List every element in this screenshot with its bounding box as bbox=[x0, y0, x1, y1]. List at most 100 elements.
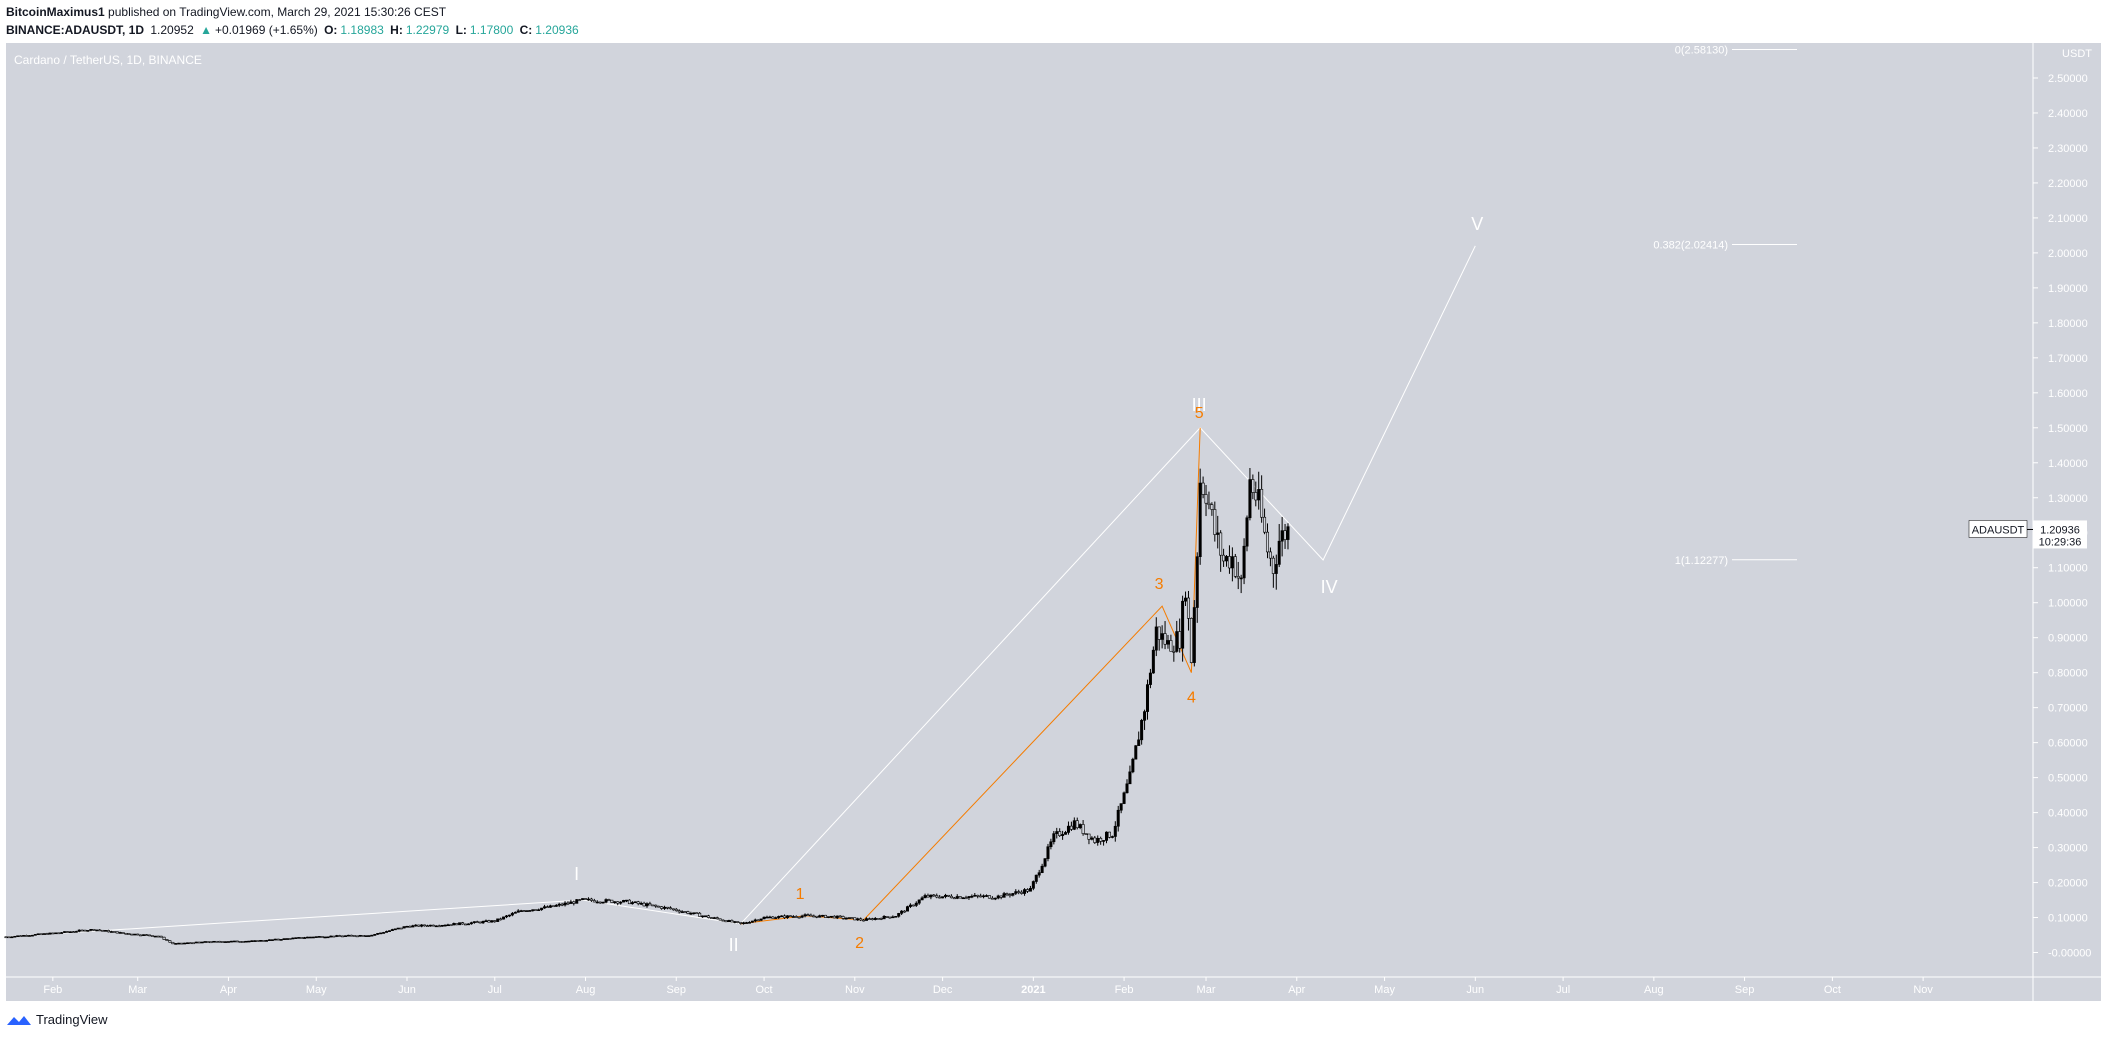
candle-body bbox=[212, 940, 216, 943]
candle-body bbox=[1166, 640, 1170, 645]
candle-body bbox=[1271, 557, 1275, 574]
y-tick-label: 2.50000 bbox=[2048, 73, 2088, 85]
candle-body bbox=[373, 934, 377, 936]
candle-body bbox=[478, 921, 482, 924]
candle-body bbox=[399, 927, 403, 930]
candle-body bbox=[1251, 479, 1255, 493]
candle-body bbox=[525, 910, 529, 912]
y-tick-label: 0.90000 bbox=[2048, 633, 2088, 645]
candle-body bbox=[203, 941, 207, 943]
candle-body bbox=[235, 940, 239, 943]
candle-body bbox=[598, 901, 602, 904]
candle-body bbox=[165, 939, 169, 941]
price-chart[interactable]: Cardano / TetherUS, 1D, BINANCE USDT 2.5… bbox=[0, 0, 2107, 1010]
price-axis[interactable] bbox=[2033, 43, 2101, 977]
y-tick-label: -0.00000 bbox=[2048, 948, 2091, 960]
candle-body bbox=[724, 920, 728, 923]
candle-body bbox=[352, 935, 356, 937]
candle-body bbox=[885, 916, 889, 918]
candle-body bbox=[16, 935, 20, 938]
candle-body bbox=[13, 935, 17, 938]
candle-body bbox=[387, 930, 391, 932]
candle-body bbox=[267, 939, 271, 941]
candle-body bbox=[1148, 672, 1152, 685]
candle-body bbox=[1099, 838, 1103, 842]
candle-body bbox=[821, 914, 825, 917]
candle-body bbox=[484, 920, 488, 922]
x-tick-label: Jun bbox=[398, 984, 416, 996]
price-tag-box bbox=[2033, 520, 2087, 549]
candle-body bbox=[765, 916, 769, 919]
candle-body bbox=[504, 915, 508, 918]
candle-body bbox=[1263, 516, 1267, 533]
candle-body bbox=[601, 901, 605, 904]
candle-body bbox=[502, 916, 506, 920]
candle-body bbox=[332, 935, 336, 938]
candle-body bbox=[1225, 556, 1229, 562]
candle-body bbox=[824, 914, 828, 918]
symbol-tag-box bbox=[1968, 520, 2028, 538]
plot-area[interactable] bbox=[6, 43, 2033, 977]
candle-body bbox=[317, 936, 321, 938]
candle-body bbox=[663, 906, 667, 909]
candle-body bbox=[569, 901, 573, 904]
candle-body bbox=[139, 934, 143, 937]
candle-body bbox=[1198, 482, 1202, 557]
time-axis[interactable] bbox=[6, 977, 2101, 1001]
candle-body bbox=[417, 924, 421, 927]
candle-body bbox=[344, 935, 348, 937]
candle-body bbox=[168, 940, 172, 943]
candle-body bbox=[1207, 502, 1211, 505]
candle-body bbox=[466, 923, 470, 926]
y-tick-label: 1.50000 bbox=[2048, 423, 2088, 435]
candle-body bbox=[1113, 825, 1117, 837]
y-tick-label: 2.30000 bbox=[2048, 143, 2088, 155]
candle-body bbox=[879, 918, 883, 920]
candle-body bbox=[215, 940, 219, 943]
candle-body bbox=[1131, 758, 1135, 773]
candle-body bbox=[557, 903, 561, 906]
candle-body bbox=[964, 897, 968, 900]
footer-brand[interactable]: TradingView bbox=[36, 1012, 108, 1027]
candle-body bbox=[581, 898, 585, 900]
orange-wave-label: 1 bbox=[796, 886, 805, 903]
candle-body bbox=[1145, 684, 1149, 712]
published-info: published on TradingView.com, March 29, … bbox=[108, 5, 447, 19]
candle-body bbox=[1075, 820, 1079, 829]
candle-body bbox=[917, 899, 921, 904]
candle-body bbox=[1213, 509, 1217, 535]
x-tick-label: Jun bbox=[1466, 984, 1484, 996]
price-tag-value: 1.20936 bbox=[2040, 524, 2080, 536]
candle-body bbox=[493, 920, 497, 922]
candle-body bbox=[341, 935, 345, 938]
candle-body bbox=[946, 894, 950, 897]
candle-body bbox=[101, 929, 105, 932]
candle-body bbox=[180, 942, 184, 945]
tradingview-logo-icon[interactable] bbox=[6, 1013, 32, 1027]
candle-body bbox=[721, 919, 725, 922]
candle-body bbox=[733, 921, 737, 923]
candle-body bbox=[1277, 540, 1281, 565]
candle-body bbox=[1102, 840, 1106, 842]
candle-body bbox=[329, 935, 333, 938]
author-name[interactable]: BitcoinMaximus1 bbox=[6, 5, 105, 19]
x-tick-label: Oct bbox=[756, 984, 773, 996]
candle-body bbox=[613, 901, 617, 903]
y-tick-label: 0.60000 bbox=[2048, 738, 2088, 750]
candle-body bbox=[616, 901, 620, 904]
candle-body bbox=[704, 915, 708, 918]
candle-body bbox=[783, 915, 787, 918]
candle-body bbox=[109, 931, 113, 933]
candle-body bbox=[545, 906, 549, 908]
candle-body bbox=[209, 941, 213, 944]
candle-body bbox=[1005, 893, 1009, 896]
candle-body bbox=[1084, 833, 1088, 835]
y-tick-label: 0.80000 bbox=[2048, 668, 2088, 680]
candle-body bbox=[1040, 865, 1044, 873]
candle-body bbox=[48, 932, 52, 935]
candle-body bbox=[996, 895, 1000, 899]
candle-body bbox=[1011, 893, 1015, 896]
candle-body bbox=[1189, 618, 1193, 663]
candle-body bbox=[1216, 532, 1220, 535]
candle-body bbox=[98, 929, 102, 932]
